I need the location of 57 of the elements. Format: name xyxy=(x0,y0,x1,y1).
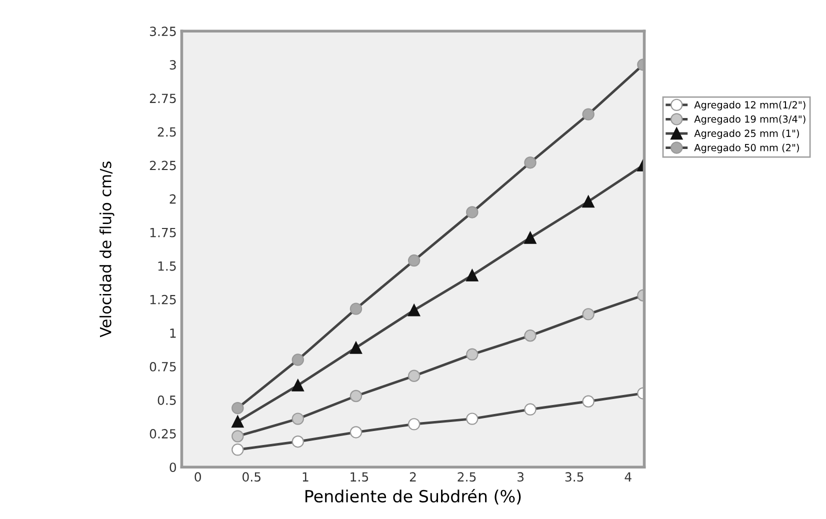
y-tick-label: 0.25 xyxy=(150,429,176,438)
legend-label: Agregado 25 mm (1") xyxy=(694,129,799,139)
point xyxy=(350,342,362,354)
y-tick-label: 3 xyxy=(170,60,176,70)
y-axis-title: Velocidad de flujo cm/s xyxy=(100,162,114,338)
y-tick-label: 0.75 xyxy=(150,362,176,372)
x-tick-label: 4 xyxy=(624,472,632,482)
point xyxy=(582,395,594,408)
x-tick-label: 2.5 xyxy=(458,472,476,482)
point xyxy=(232,415,244,428)
point xyxy=(350,302,362,315)
x-tick-label: 1 xyxy=(302,472,308,482)
y-tick-label: 2.75 xyxy=(150,94,176,104)
point xyxy=(524,330,536,342)
point xyxy=(292,354,304,366)
legend-label: Agregado 12 mm(1/2") xyxy=(694,100,806,110)
point xyxy=(466,269,478,282)
point xyxy=(232,402,244,414)
point xyxy=(350,390,362,402)
point xyxy=(408,304,420,316)
point xyxy=(582,195,594,208)
y-tick-label: 0 xyxy=(170,462,176,472)
point xyxy=(232,430,244,442)
point xyxy=(466,348,478,361)
y-tick-label: 2.25 xyxy=(150,160,176,170)
y-tick-label: 1.75 xyxy=(150,228,176,238)
y-tick-label: 0.5 xyxy=(158,396,176,405)
point xyxy=(408,370,420,382)
y-tick-label: 2 xyxy=(170,194,176,204)
x-tick-label: 1.5 xyxy=(350,472,368,482)
point xyxy=(292,436,304,448)
y-tick-label: 1.25 xyxy=(150,294,176,304)
x-tick-label: 0.5 xyxy=(242,472,260,482)
legend-label: Agregado 19 mm(3/4") xyxy=(694,115,806,125)
point xyxy=(524,232,536,244)
x-axis-title: Pendiente de Subdrén (%) xyxy=(306,488,521,504)
point xyxy=(232,444,244,456)
legend-label: Agregado 50 mm (2") xyxy=(694,144,799,154)
y-tick-label: 1 xyxy=(170,328,176,338)
y-tick-label: 3.25 xyxy=(150,26,176,36)
point xyxy=(408,254,420,267)
y-tick-label: 1.5 xyxy=(158,262,176,271)
point xyxy=(350,426,362,438)
point xyxy=(466,412,478,425)
point xyxy=(466,206,478,218)
point xyxy=(582,308,594,320)
x-tick-label: 2 xyxy=(410,472,416,482)
x-tick-label: 3.5 xyxy=(565,472,584,482)
y-tick-label: 2.5 xyxy=(158,127,176,137)
point xyxy=(524,156,536,169)
point xyxy=(408,418,420,430)
point xyxy=(292,412,304,425)
point xyxy=(292,379,304,392)
point xyxy=(582,108,594,120)
point xyxy=(524,403,536,416)
x-tick-label: 0 xyxy=(194,472,201,482)
x-tick-label: 3 xyxy=(518,472,524,482)
